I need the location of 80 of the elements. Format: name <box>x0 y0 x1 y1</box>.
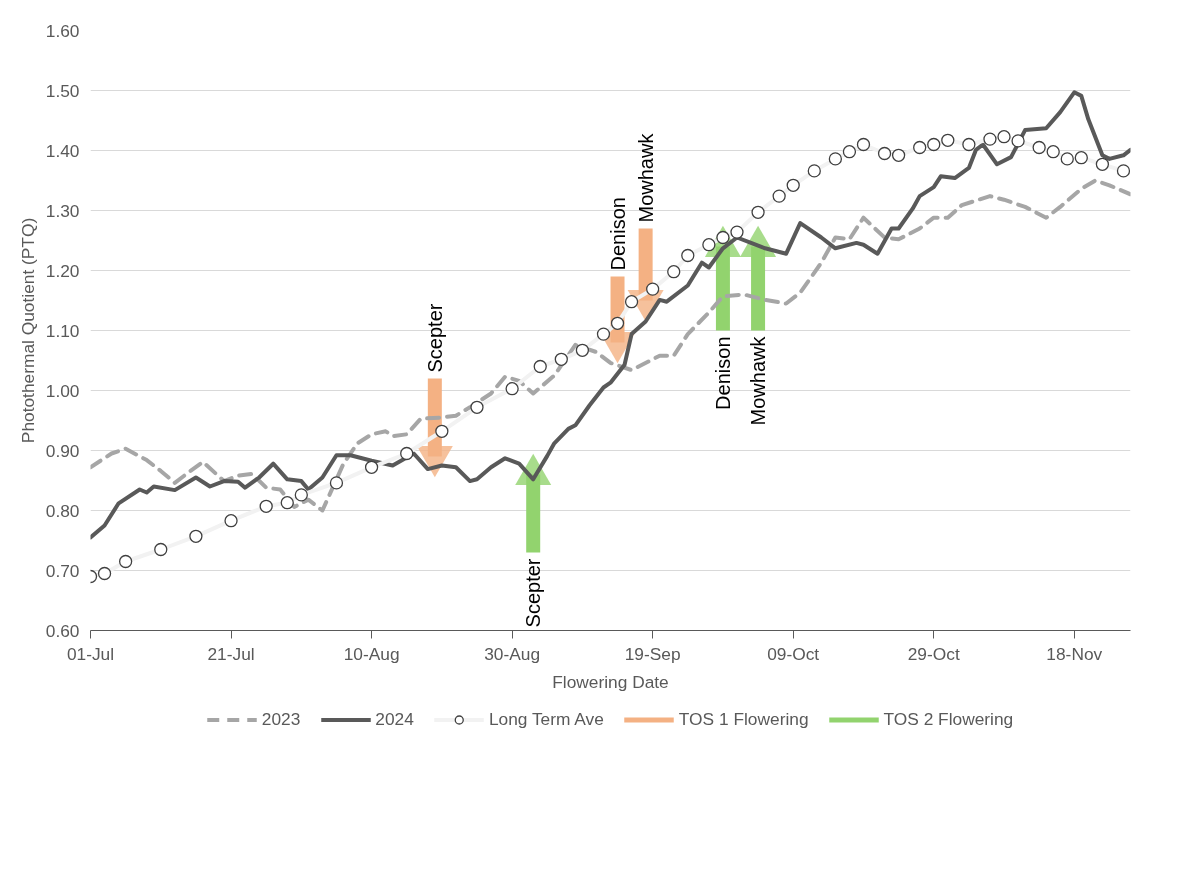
point <box>329 476 344 490</box>
point <box>1032 140 1046 155</box>
legend-label: 2023 <box>261 708 301 730</box>
point <box>730 225 744 239</box>
legend-label: TOS 2 Flowering <box>883 708 1014 730</box>
point <box>575 343 590 357</box>
x-tick-label: 29-Oct <box>907 643 960 664</box>
point <box>118 554 133 569</box>
point <box>1046 145 1060 159</box>
point <box>702 238 716 252</box>
point <box>554 352 568 366</box>
point <box>927 137 941 152</box>
x-tick-label: 10-Aug <box>343 643 400 664</box>
point <box>533 359 547 374</box>
legend-label: TOS 1 Flowering <box>678 708 809 730</box>
point <box>294 488 308 502</box>
annotation: Scepter <box>522 558 545 628</box>
point <box>983 132 997 146</box>
point <box>891 148 906 162</box>
point <box>681 248 695 263</box>
x-tick-label: 30-Aug <box>484 643 541 664</box>
annotation: Mowhawk <box>634 132 657 223</box>
point <box>856 137 871 152</box>
point <box>224 514 238 528</box>
y-tick-label: 0.80 <box>45 500 80 521</box>
point <box>154 542 168 557</box>
point <box>807 164 821 178</box>
point <box>624 295 639 309</box>
y-tick-label: 1.60 <box>45 20 80 41</box>
x-tick-label: 18-Nov <box>1046 643 1103 664</box>
point <box>913 140 927 155</box>
point <box>842 145 857 159</box>
line-series <box>90 90 1131 540</box>
y-axis-title: Photothermal Quotient (PTQ) <box>17 217 38 444</box>
y-tick-label: 1.20 <box>45 260 80 281</box>
annotation: Denison <box>606 197 629 271</box>
legend-label: 2024 <box>375 708 414 730</box>
y-tick-label: 1.40 <box>45 140 80 161</box>
annotation: Denison <box>711 336 734 410</box>
point <box>1074 151 1088 165</box>
point <box>877 146 892 161</box>
point <box>364 460 379 474</box>
point <box>435 424 449 438</box>
point <box>1095 157 1110 171</box>
point <box>470 400 484 414</box>
point <box>997 130 1011 144</box>
x-axis-title: Flowering Date <box>552 671 669 692</box>
point <box>596 327 611 341</box>
y-tick-label: 0.90 <box>45 440 80 461</box>
point <box>1060 152 1074 166</box>
y-tick-label: 1.30 <box>45 200 80 221</box>
y-tick-label: 0.70 <box>45 560 80 581</box>
x-tick-label: 01-Jul <box>66 643 115 664</box>
y-tick-label: 1.10 <box>45 320 80 341</box>
point <box>610 316 625 330</box>
point <box>505 382 519 396</box>
point <box>962 137 976 152</box>
legend-label: Long Term Ave <box>488 708 604 730</box>
annotation: Scepter <box>423 303 446 373</box>
y-tick-label: 1.50 <box>45 80 80 101</box>
point <box>259 499 273 513</box>
x-tick-label: 09-Oct <box>767 643 820 664</box>
point <box>646 282 660 296</box>
point <box>751 205 765 219</box>
point <box>280 496 294 510</box>
point <box>772 189 786 203</box>
x-tick-label: 19-Sep <box>624 643 681 664</box>
point <box>189 529 203 543</box>
point <box>97 566 112 581</box>
annotation: Mowhawk <box>747 335 770 426</box>
x-tick-label: 21-Jul <box>207 643 255 664</box>
point <box>828 152 843 166</box>
point <box>1011 134 1025 148</box>
y-tick-label: 1.00 <box>45 380 80 401</box>
point <box>941 133 955 147</box>
point <box>400 446 414 461</box>
point <box>786 178 800 192</box>
y-tick-label: 0.60 <box>45 620 80 641</box>
point <box>667 265 681 279</box>
point <box>1116 164 1131 178</box>
